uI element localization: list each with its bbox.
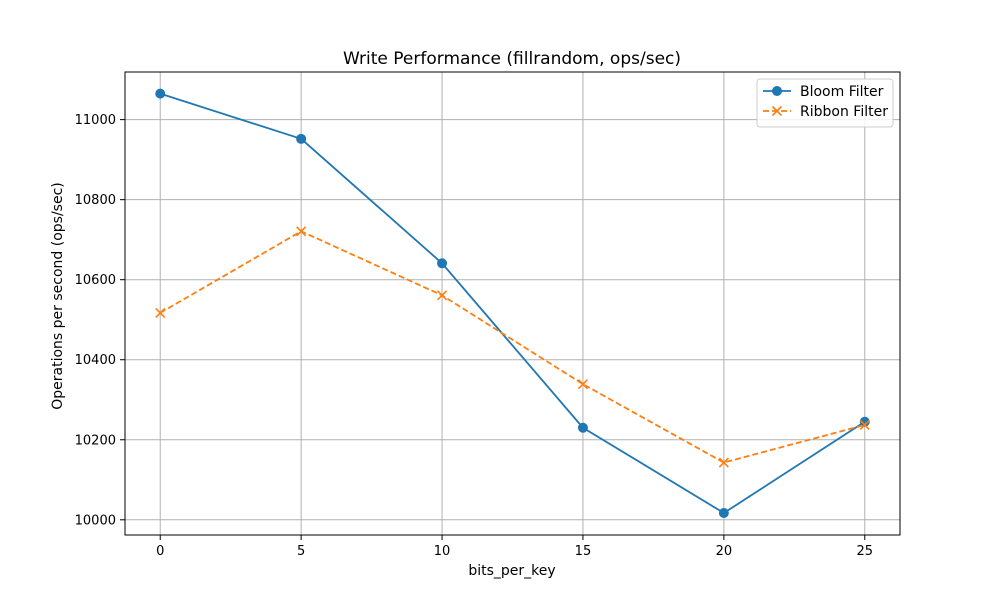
ribbon-filter-point bbox=[577, 379, 589, 390]
legend-marker bbox=[772, 86, 782, 96]
bloom-filter-point bbox=[718, 507, 729, 518]
y-tick-label: 10400 bbox=[75, 353, 116, 368]
x-tick-label: 10 bbox=[434, 544, 451, 559]
bloom-filter-point bbox=[577, 422, 588, 433]
x-tick-label: 25 bbox=[856, 544, 873, 559]
ribbon-filter-point bbox=[436, 290, 448, 301]
ribbon-filter-line bbox=[159, 230, 866, 464]
bloom-filter-point bbox=[437, 258, 448, 269]
ribbon-filter-point bbox=[859, 419, 870, 431]
legend: Bloom Filter Ribbon Filter bbox=[756, 78, 894, 128]
bloom-filter-line bbox=[159, 92, 866, 514]
y-axis-label: Operations per second (ops/sec) bbox=[50, 182, 66, 410]
x-tick-label: 20 bbox=[716, 544, 733, 559]
plot-series bbox=[155, 88, 870, 518]
y-tick-label: 10000 bbox=[75, 513, 116, 528]
legend-marker bbox=[771, 105, 783, 117]
chart-title: Write Performance (fillrandom, ops/sec) bbox=[343, 49, 681, 69]
ribbon-filter-point bbox=[155, 307, 166, 318]
y-tick-label: 10800 bbox=[75, 193, 116, 208]
ribbon-filter-point bbox=[296, 226, 307, 237]
legend-entry-ribbon-filter: Ribbon Filter bbox=[763, 104, 888, 120]
legend-entry-bloom-filter: Bloom Filter bbox=[763, 84, 884, 100]
axis-ticks: 0 5 10 15 20 25 10000 10200 10400 10600 10800 11000 bbox=[75, 113, 873, 559]
x-tick-label: 0 bbox=[156, 544, 164, 559]
x-axis-label: bits_per_key bbox=[468, 563, 555, 579]
x-tick-label: 5 bbox=[297, 544, 305, 559]
y-tick-label: 10200 bbox=[75, 433, 116, 448]
bloom-filter-point bbox=[296, 133, 307, 144]
bloom-filter-point bbox=[859, 416, 870, 427]
bloom-filter-series bbox=[155, 88, 870, 518]
legend-label: Ribbon Filter bbox=[800, 104, 888, 120]
plot-area-frame bbox=[124, 71, 901, 536]
grid-lines bbox=[125, 72, 900, 535]
legend-label: Bloom Filter bbox=[800, 84, 884, 100]
bloom-filter-point bbox=[155, 88, 166, 99]
y-tick-label: 11000 bbox=[75, 113, 116, 128]
ribbon-filter-point bbox=[718, 457, 729, 468]
x-tick-label: 15 bbox=[575, 544, 592, 559]
ribbon-filter-series bbox=[155, 226, 870, 468]
y-tick-label: 10600 bbox=[75, 273, 116, 288]
